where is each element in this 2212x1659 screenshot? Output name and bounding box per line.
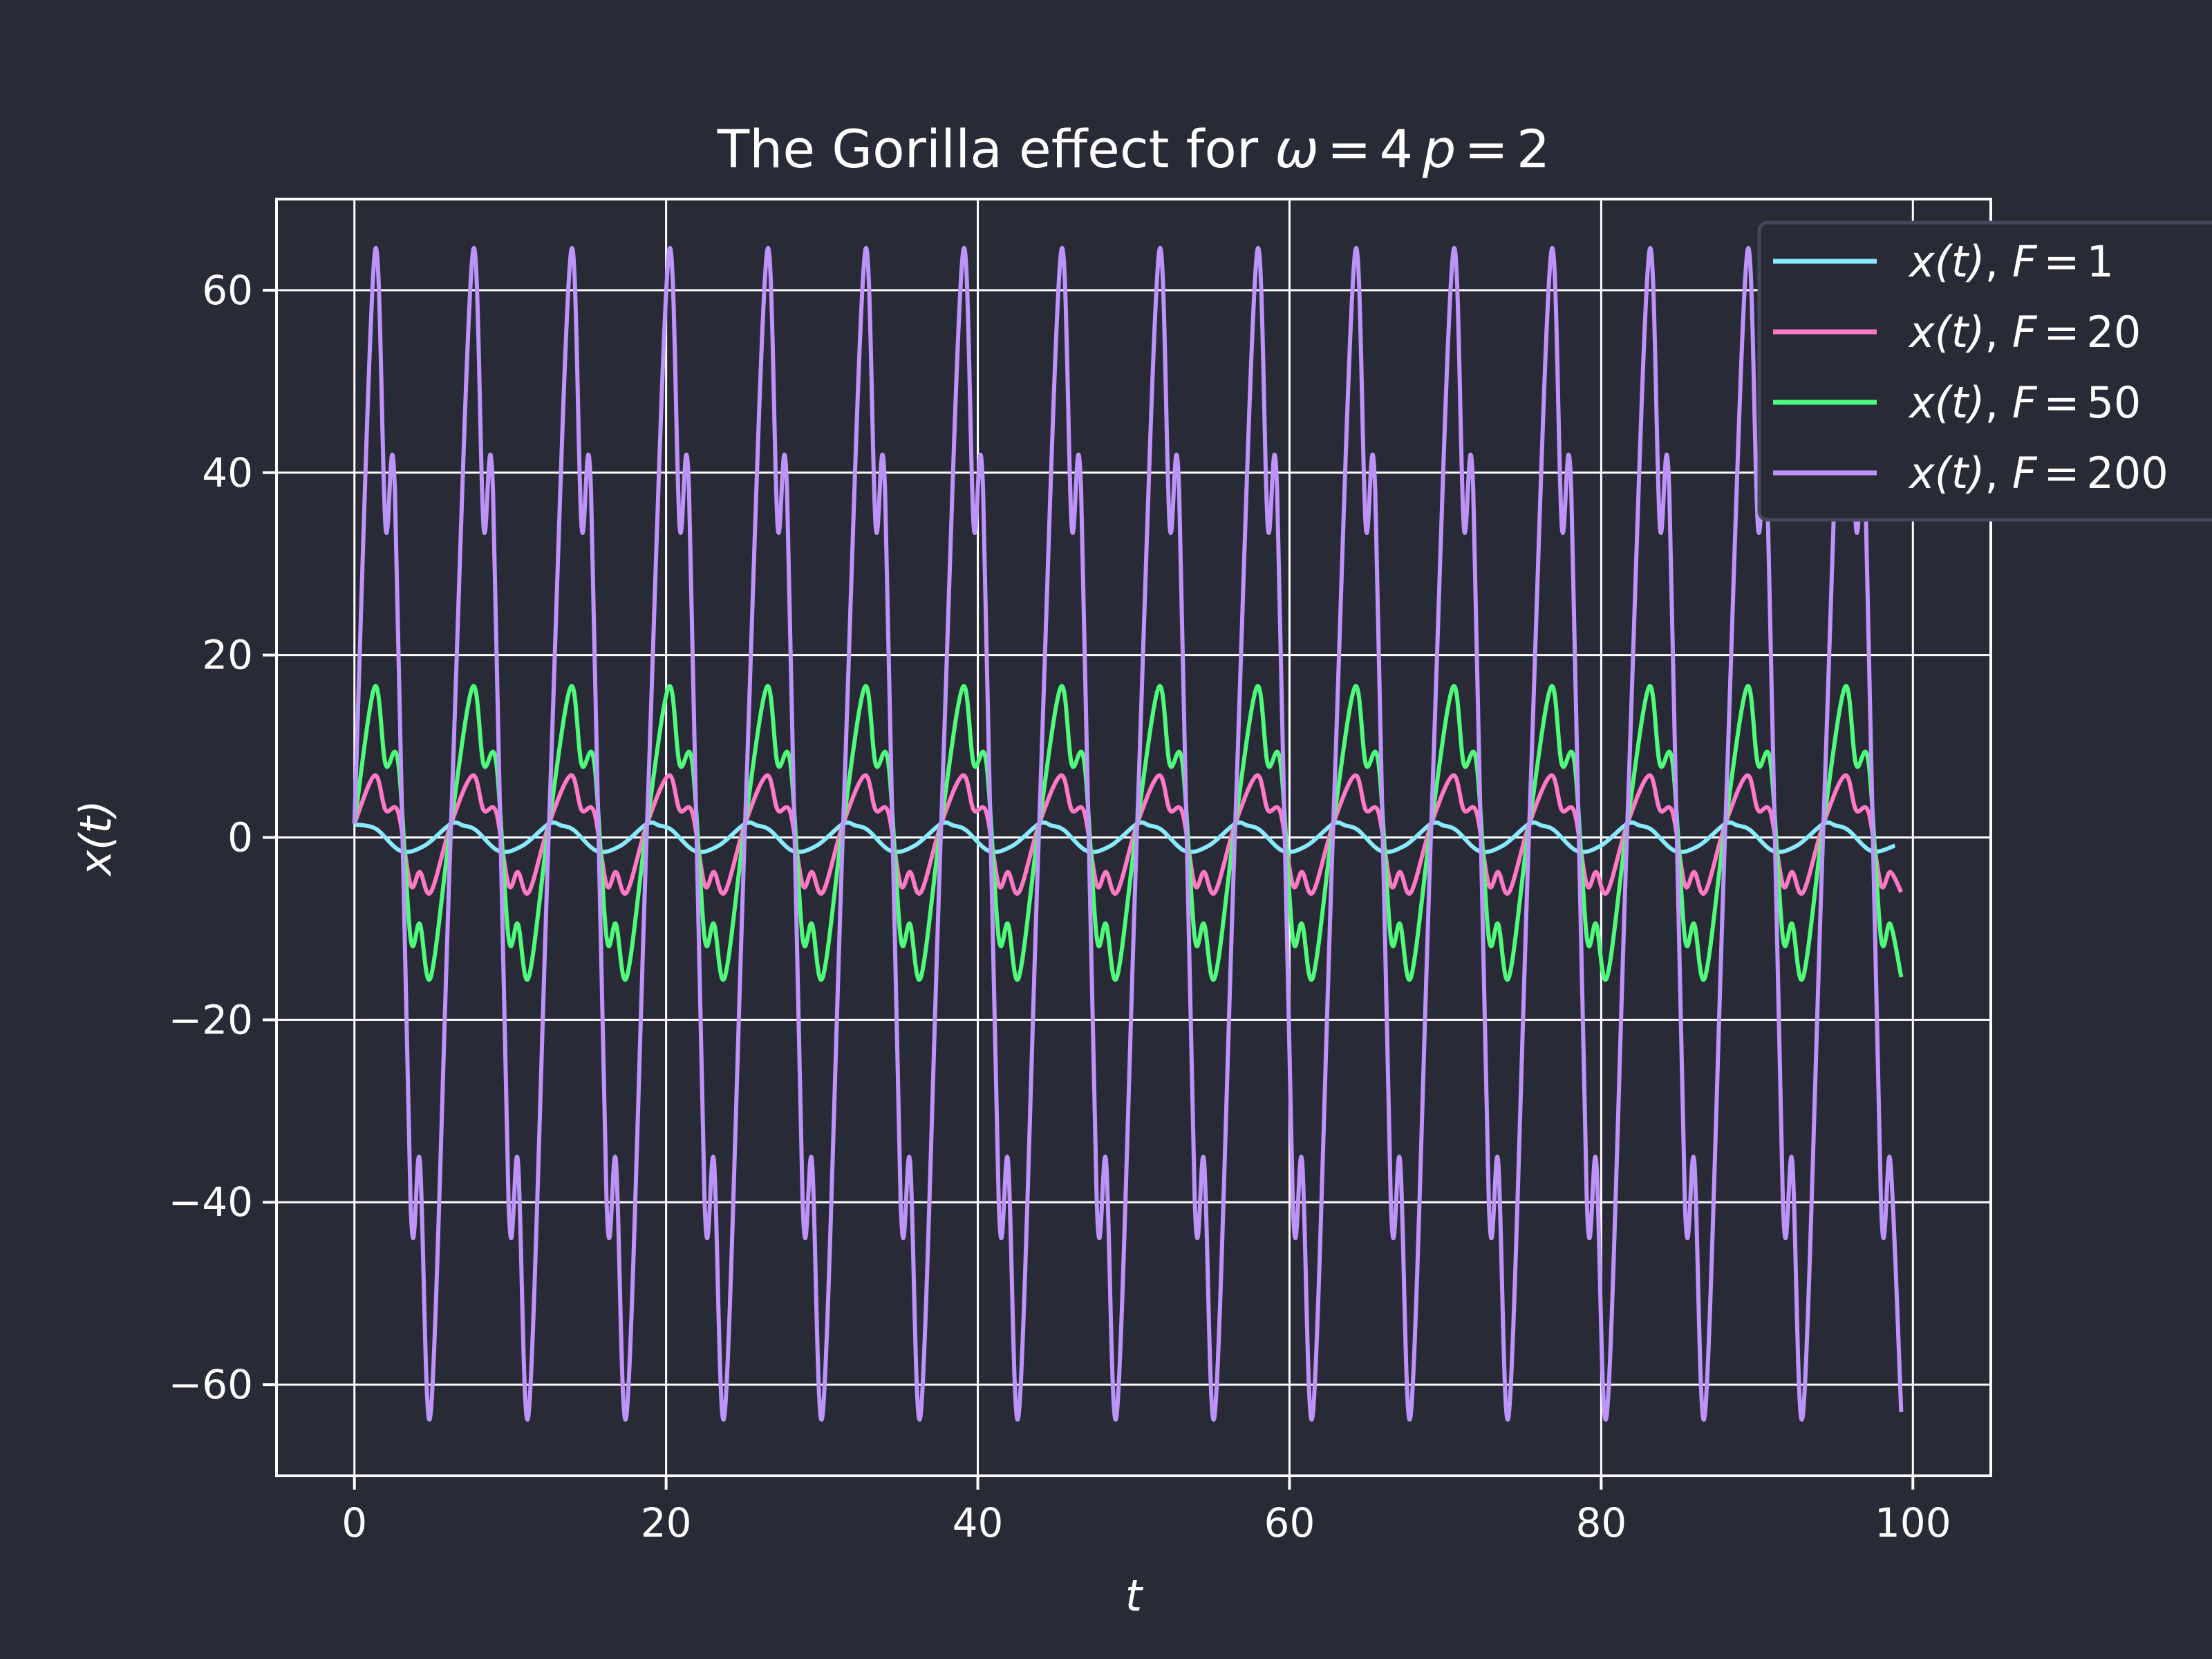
y-tick-label: 40 xyxy=(202,449,253,496)
x-tick-label: 80 xyxy=(1575,1499,1627,1546)
series-layer xyxy=(352,245,1904,1422)
title-p-value: 2 xyxy=(1517,118,1550,180)
legend-entry: x(t), F = 50 xyxy=(1908,377,2141,428)
x-tick-label: 40 xyxy=(953,1499,1004,1546)
title-p: p xyxy=(1422,118,1456,180)
y-tick-label: −20 xyxy=(169,996,253,1043)
series-line xyxy=(352,773,1904,896)
x-tick-label: 20 xyxy=(641,1499,692,1546)
y-tick-label: 0 xyxy=(227,814,253,861)
x-ticks: 0 20 40 60 80 100 xyxy=(341,1476,1951,1546)
y-tick-label: 60 xyxy=(202,267,253,314)
series-line xyxy=(352,684,1904,982)
legend-entry: x(t), F = 20 xyxy=(1908,307,2141,357)
x-tick-label: 0 xyxy=(341,1499,367,1546)
x-axis-label: t xyxy=(1125,1571,1144,1621)
title-eq2: = xyxy=(1464,118,1508,180)
title-omega-value: 4 xyxy=(1380,118,1413,180)
title-prefix: The Gorilla effect for xyxy=(717,118,1275,180)
title-eq1: = xyxy=(1327,118,1371,180)
y-axis-label: x(t) xyxy=(71,800,121,877)
title-omega: ω xyxy=(1275,118,1319,180)
legend-box xyxy=(1757,221,2212,522)
y-tick-label: −40 xyxy=(169,1179,253,1226)
y-tick-label: 20 xyxy=(202,632,253,679)
y-tick-label: −60 xyxy=(169,1361,253,1408)
chart-title: The Gorilla effect for ω = 4 p = 2 xyxy=(717,118,1550,180)
legend: x(t), F = 1 x(t), F = 20 x(t), F = 50 x(t), F = 200 xyxy=(1757,221,2212,522)
series-line xyxy=(352,245,1904,1422)
x-tick-label: 60 xyxy=(1264,1499,1315,1546)
x-tick-label: 100 xyxy=(1875,1499,1951,1546)
legend-entry: x(t), F = 1 xyxy=(1908,236,2114,287)
y-ticks: −60 −40 −20 0 20 40 60 xyxy=(169,267,276,1408)
legend-entry: x(t), F = 200 xyxy=(1908,448,2168,498)
